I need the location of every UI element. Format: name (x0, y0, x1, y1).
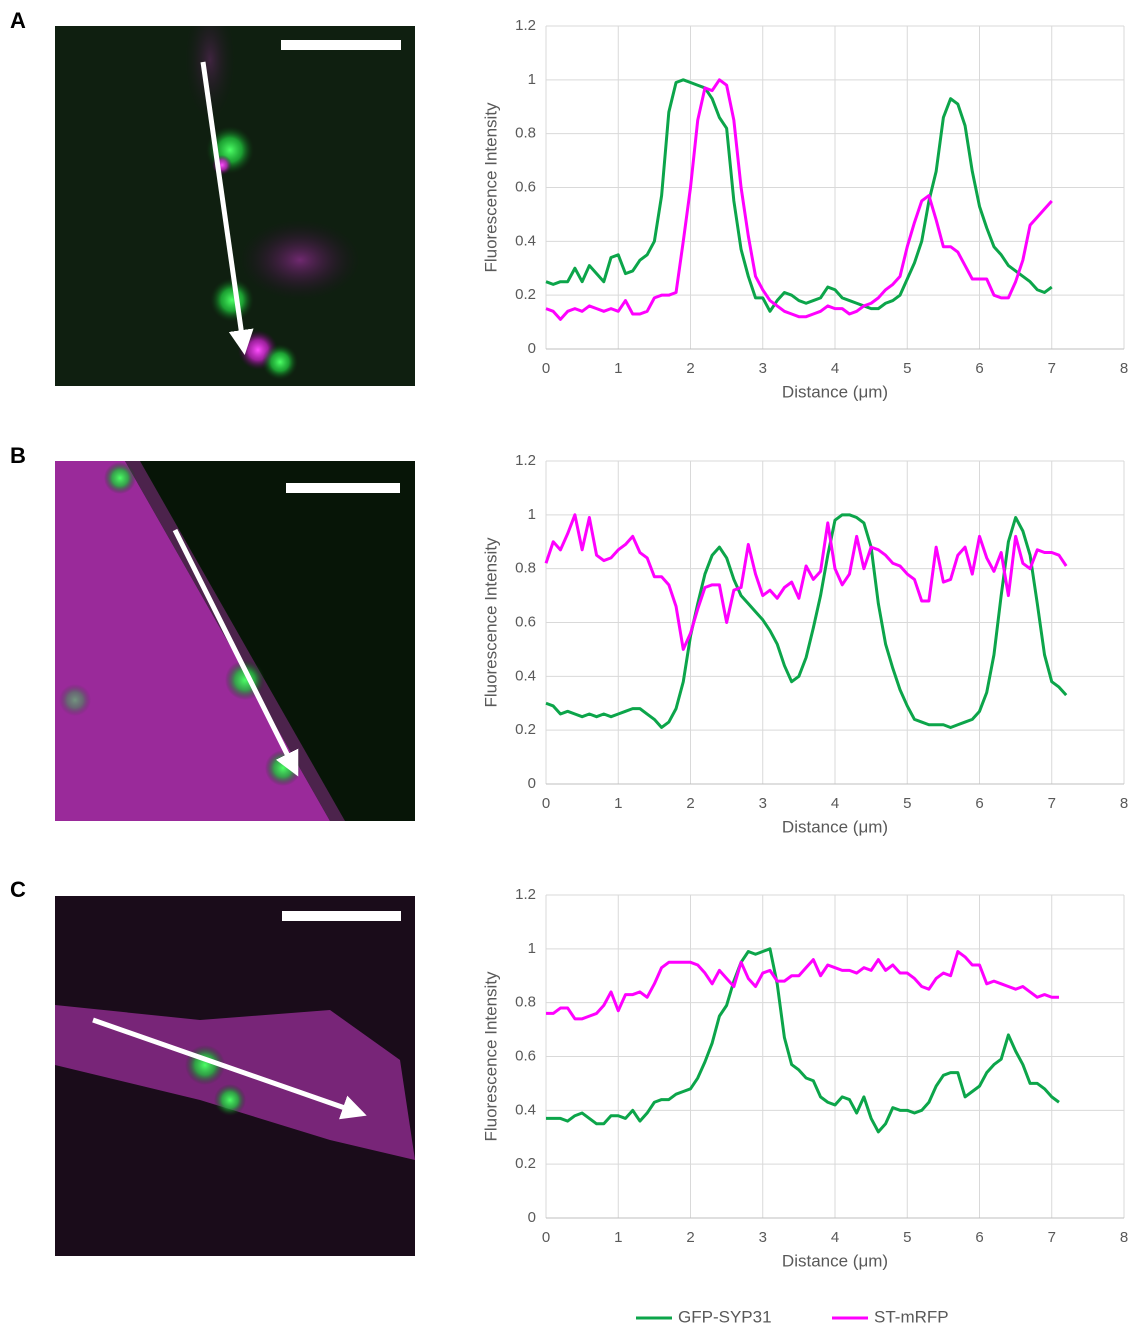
y-tick-label: 0.6 (515, 1047, 536, 1064)
x-tick-label: 8 (1120, 1229, 1128, 1246)
x-tick-label: 6 (975, 360, 983, 377)
x-tick-label: 5 (903, 1229, 911, 1246)
x-tick-label: 4 (831, 1229, 839, 1246)
x-tick-label: 0 (542, 795, 550, 812)
y-tick-label: 0.4 (515, 232, 536, 249)
y-tick-label: 0.2 (515, 721, 536, 738)
y-tick-label: 1 (528, 940, 536, 957)
y-tick-label: 0.2 (515, 1155, 536, 1172)
y-tick-label: 1 (528, 71, 536, 88)
micrograph (55, 461, 415, 821)
y-tick-label: 0.2 (515, 286, 536, 303)
y-tick-label: 1.2 (515, 17, 536, 34)
y-tick-label: 1.2 (515, 886, 536, 903)
x-tick-label: 7 (1048, 360, 1056, 377)
series-line (545, 513, 1068, 729)
x-tick-label: 6 (975, 795, 983, 812)
y-tick-label: 0 (528, 340, 536, 357)
y-tick-label: 1.2 (515, 452, 536, 469)
x-tick-label: 3 (759, 795, 767, 812)
x-tick-label: 2 (686, 795, 694, 812)
micrograph (55, 26, 415, 386)
x-tick-label: 7 (1048, 1229, 1056, 1246)
x-tick-label: 7 (1048, 795, 1056, 812)
y-tick-label: 0.4 (515, 1101, 536, 1118)
series-line (546, 947, 1060, 1134)
y-tick-label: 0.6 (515, 613, 536, 630)
x-tick-label: 0 (542, 1229, 550, 1246)
x-tick-label: 1 (614, 360, 622, 377)
series-line (544, 513, 1068, 651)
x-tick-label: 8 (1120, 795, 1128, 812)
y-tick-label: 0.8 (515, 560, 536, 577)
x-axis-label: Distance (μm) (782, 1251, 888, 1270)
panel-label: C (10, 877, 26, 902)
y-tick-label: 0.4 (515, 667, 536, 684)
y-axis-label: Fluorescence Intensity (481, 102, 500, 273)
x-tick-label: 6 (975, 1229, 983, 1246)
x-tick-label: 5 (903, 360, 911, 377)
series-line (545, 78, 1053, 321)
x-tick-label: 8 (1120, 360, 1128, 377)
series-line (546, 950, 1059, 1021)
x-tick-label: 5 (903, 795, 911, 812)
y-axis-label: Fluorescence Intensity (481, 537, 500, 708)
y-tick-label: 0.8 (515, 125, 536, 142)
legend-label: ST-mRFP (874, 1307, 949, 1326)
x-tick-label: 3 (759, 1229, 767, 1246)
y-axis-label: Fluorescence Intensity (481, 971, 500, 1142)
series-line (545, 78, 1053, 313)
x-axis-label: Distance (μm) (782, 382, 888, 401)
x-tick-label: 3 (759, 360, 767, 377)
x-tick-label: 4 (831, 795, 839, 812)
y-tick-label: 0.8 (515, 994, 536, 1011)
x-tick-label: 1 (614, 1229, 622, 1246)
x-tick-label: 2 (686, 360, 694, 377)
panel-label: A (10, 8, 26, 33)
x-axis-label: Distance (μm) (782, 817, 888, 836)
legend-label: GFP-SYP31 (678, 1307, 772, 1326)
x-tick-label: 0 (542, 360, 550, 377)
y-tick-label: 1 (528, 506, 536, 523)
y-tick-label: 0 (528, 1209, 536, 1226)
micrograph (55, 896, 415, 1256)
panel-label: B (10, 443, 26, 468)
y-tick-label: 0.6 (515, 178, 536, 195)
x-tick-label: 2 (686, 1229, 694, 1246)
x-tick-label: 1 (614, 795, 622, 812)
x-tick-label: 4 (831, 360, 839, 377)
y-tick-label: 0 (528, 775, 536, 792)
